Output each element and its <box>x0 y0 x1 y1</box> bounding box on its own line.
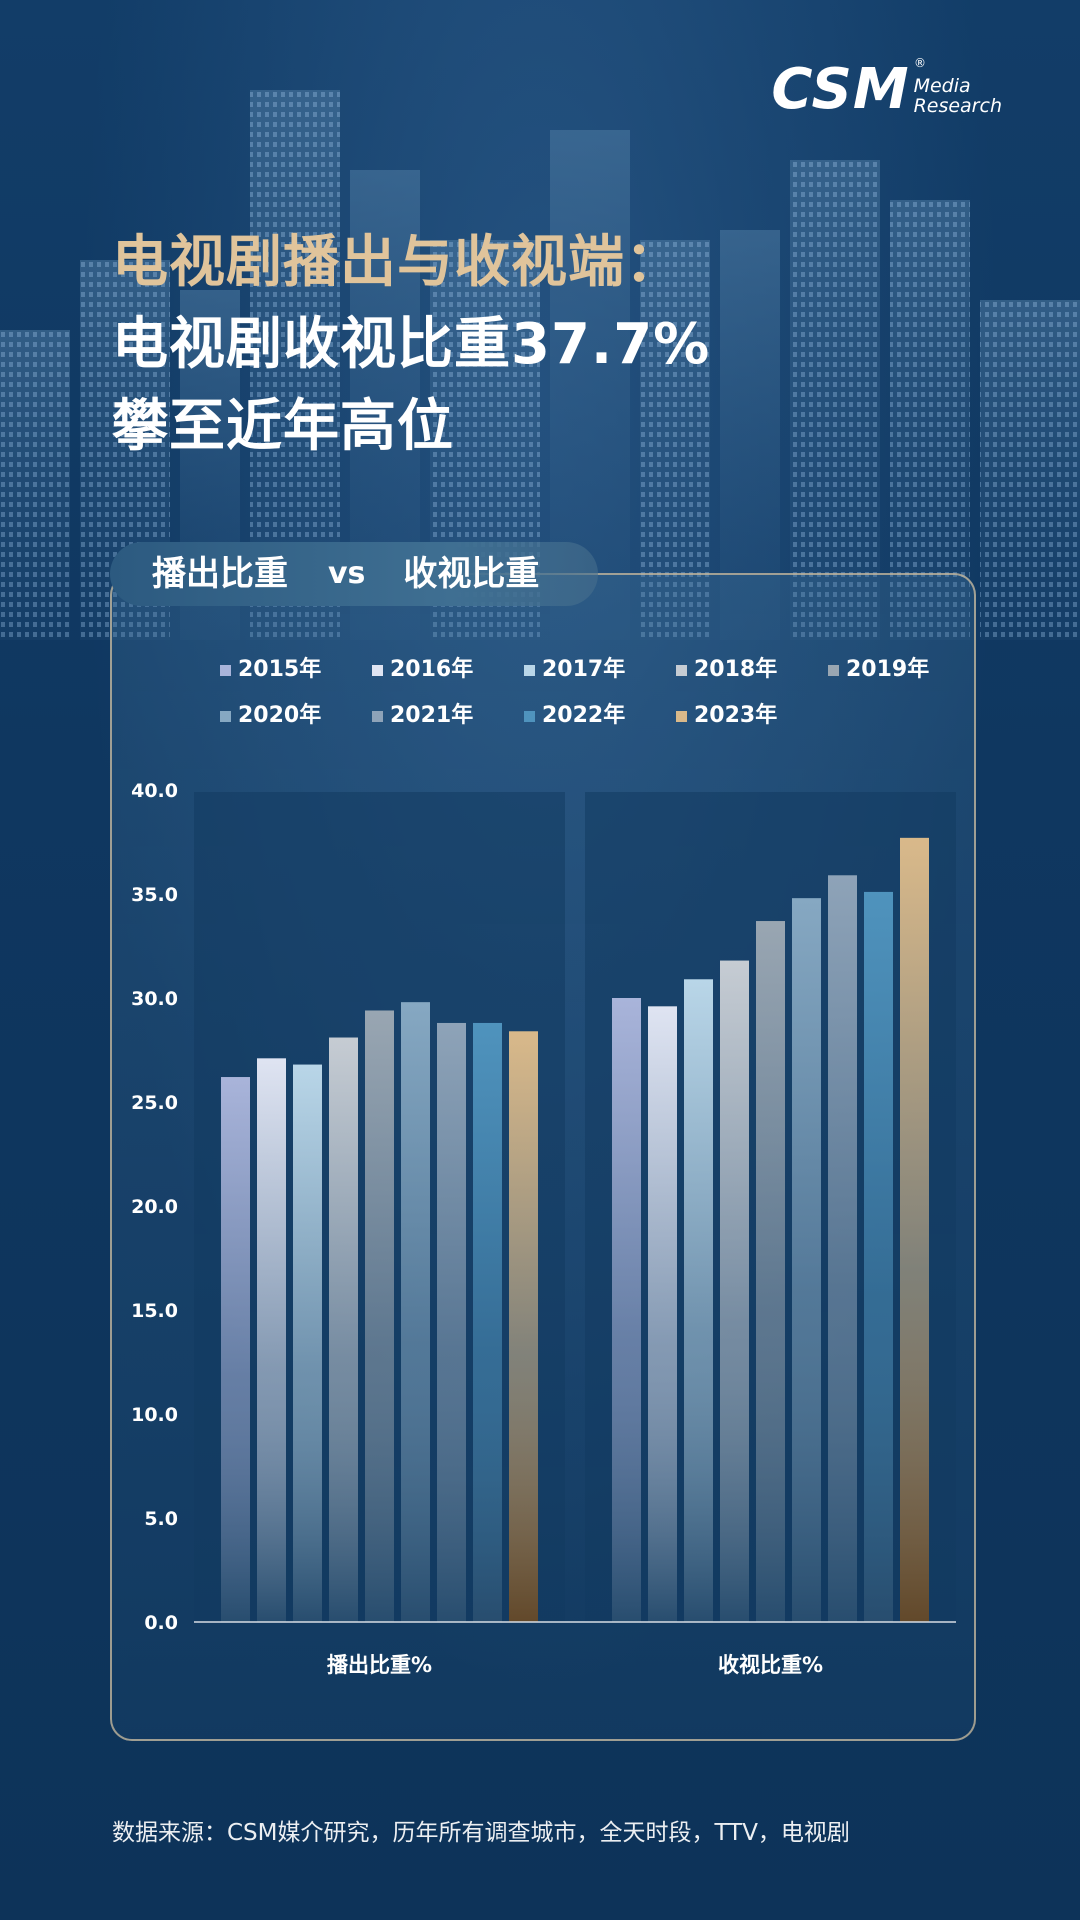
bar <box>329 1037 358 1622</box>
legend-item: 2015年 <box>220 655 321 685</box>
logo-sub-line1: Media <box>913 75 971 97</box>
bar <box>365 1010 394 1622</box>
bar <box>473 1022 502 1622</box>
legend-label: 2017年 <box>542 657 626 682</box>
bar <box>828 875 857 1622</box>
x-tick-label: 播出比重% <box>327 1653 432 1677</box>
bar-chart: 播出比重% 收视比重% 0.0 5.0 10.0 15.0 20.0 25.0 30.0 35.0… <box>110 760 976 1700</box>
legend-item: 2020年 <box>220 701 321 731</box>
csm-logo: CSM Media Research ® <box>771 56 1002 122</box>
legend-label: 2016年 <box>390 657 474 682</box>
bar <box>401 1002 430 1622</box>
title-line-3: 攀至近年高位 <box>112 394 454 459</box>
y-tick-label: 20.0 <box>131 1196 178 1218</box>
bar <box>756 921 785 1622</box>
bar <box>684 979 713 1622</box>
y-tick-label: 35.0 <box>131 884 178 906</box>
bar <box>437 1022 466 1622</box>
legend-swatch <box>676 664 687 676</box>
registered-mark-icon: ® <box>914 56 926 70</box>
y-tick-label: 40.0 <box>131 780 178 802</box>
data-source-note: 数据来源：CSM媒介研究，历年所有调查城市，全天时段，TTV，电视剧 <box>112 1820 850 1846</box>
legend-item: 2018年 <box>676 655 777 685</box>
legend-item: 2023年 <box>676 701 777 731</box>
bar-chart-svg: 播出比重% 收视比重% 0.0 5.0 10.0 15.0 20.0 25.0 30.0 35.0… <box>131 780 956 1677</box>
legend-label: 2019年 <box>846 657 930 682</box>
legend-label: 2015年 <box>238 657 322 682</box>
logo-subtitle: Media Research <box>914 76 1002 116</box>
bar <box>720 960 749 1622</box>
bar <box>221 1077 250 1622</box>
title-line-2: 电视剧收视比重37.7% <box>112 312 711 377</box>
legend-item: 2019年 <box>828 655 929 685</box>
y-tick-label: 0.0 <box>144 1612 178 1634</box>
y-tick-label: 5.0 <box>144 1508 178 1530</box>
legend-swatch <box>372 710 383 722</box>
bar <box>900 837 929 1622</box>
legend-label: 2020年 <box>238 703 322 728</box>
legend-swatch <box>220 664 231 676</box>
bar <box>648 1006 677 1622</box>
legend-item: 2021年 <box>372 701 473 731</box>
bar <box>612 998 641 1622</box>
bar <box>792 898 821 1622</box>
legend-swatch <box>828 664 839 676</box>
legend-item: 2022年 <box>524 701 625 731</box>
legend-item: 2016年 <box>372 655 473 685</box>
y-tick-label: 10.0 <box>131 1404 178 1426</box>
logo-wordmark: CSM <box>771 57 910 122</box>
y-tick-label: 30.0 <box>131 988 178 1010</box>
bar <box>509 1031 538 1622</box>
legend-label: 2023年 <box>694 703 778 728</box>
logo-sub-line2: Research <box>913 95 1002 117</box>
tab-label-vs: vs <box>328 556 366 591</box>
title-line-1: 电视剧播出与收视端： <box>112 230 682 295</box>
legend-swatch <box>372 664 383 676</box>
legend-swatch <box>524 664 535 676</box>
legend-label: 2022年 <box>542 703 626 728</box>
page-title: 电视剧播出与收视端： 电视剧收视比重37.7% 攀至近年高位 <box>112 222 710 468</box>
x-tick-label: 收视比重% <box>718 1653 823 1677</box>
chart-panel-tab: 播出比重 vs 收视比重 <box>110 542 598 606</box>
y-tick-label: 25.0 <box>131 1092 178 1114</box>
y-tick-label: 15.0 <box>131 1300 178 1322</box>
bar <box>864 891 893 1622</box>
legend-swatch <box>220 710 231 722</box>
tab-label-viewing-share: 收视比重 <box>403 554 540 594</box>
bar <box>257 1058 286 1622</box>
legend-swatch <box>676 710 687 722</box>
legend-item: 2017年 <box>524 655 625 685</box>
legend-swatch <box>524 710 535 722</box>
bar <box>293 1064 322 1622</box>
legend-label: 2018年 <box>694 657 778 682</box>
tab-label-broadcast-share: 播出比重 <box>152 554 288 594</box>
legend-label: 2021年 <box>390 703 474 728</box>
